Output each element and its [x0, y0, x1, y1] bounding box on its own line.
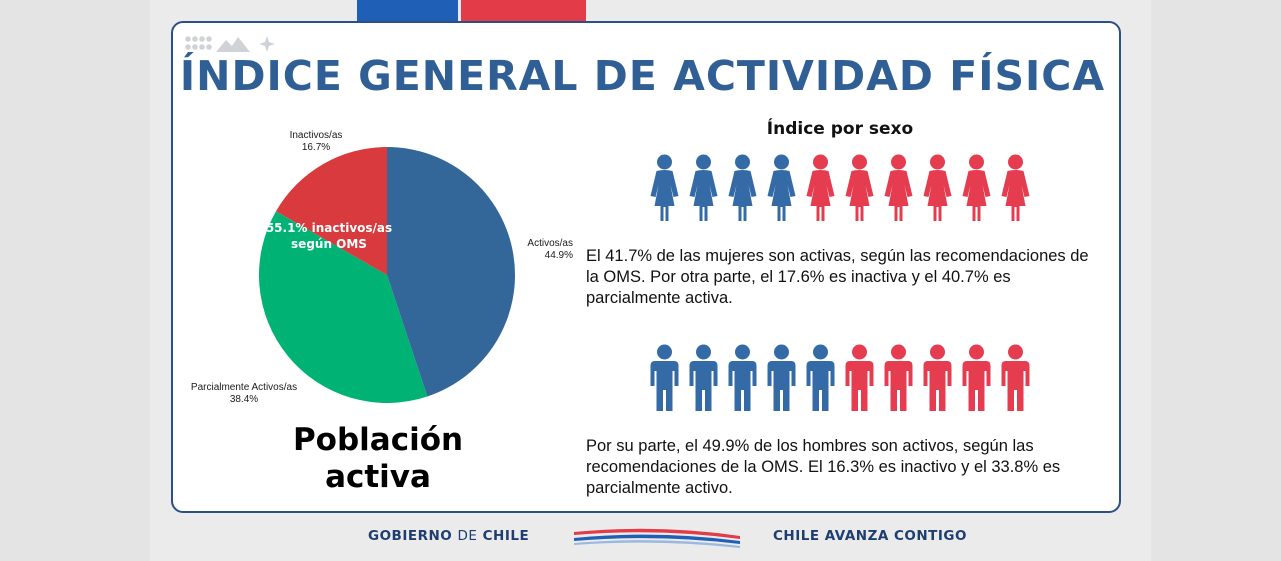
pie-slice-parciales [259, 211, 428, 403]
woman-icon [650, 154, 679, 221]
slice-name-parciales: Parcialmente Activos/as [190, 382, 298, 393]
man-icon [767, 344, 796, 411]
men-text: Por su parte, el 49.9% de los hombres so… [586, 437, 1061, 497]
slogan: CHILE AVANZA CONTIGO [773, 528, 967, 544]
poblacion-line1: Población [292, 422, 464, 458]
man-icon [845, 344, 874, 411]
page-title: ÍNDICE GENERAL DE ACTIVIDAD FÍSICA [179, 52, 1106, 100]
slice-value-parciales: 38.4% [229, 394, 259, 405]
women-icon-row [645, 154, 1035, 222]
pie-chart [259, 147, 515, 403]
chile-swoosh-icon [574, 528, 740, 548]
flag-stripe-blue [357, 0, 458, 22]
pie-slice-activos [387, 147, 515, 397]
man-icon [806, 344, 835, 411]
slice-label-inactivos: Inactivos/as 16.7% [278, 130, 354, 154]
chile-word: CHILE [482, 528, 530, 544]
gobierno-word: GOBIERNO [368, 528, 453, 544]
background-left-panel [0, 0, 150, 561]
background-right-panel [1151, 0, 1281, 561]
slice-label-activos: Activos/as 44.9% [517, 238, 573, 262]
woman-icon [689, 154, 718, 221]
woman-icon [728, 154, 757, 221]
slice-name-inactivos: Inactivos/as [289, 130, 343, 141]
man-icon [962, 344, 991, 411]
sexo-heading: Índice por sexo [766, 119, 914, 139]
man-icon [884, 344, 913, 411]
flag-stripe-red [461, 0, 586, 22]
man-icon [1001, 344, 1030, 411]
oms-annotation: 55.1% inactivos/as según OMS [256, 220, 402, 252]
man-icon [728, 344, 757, 411]
oms-annotation-line1: 55.1% inactivos/as [265, 221, 393, 235]
gobierno-de-chile-logo: GOBIERNO DE CHILE [368, 528, 529, 544]
slice-label-parciales: Parcialmente Activos/as 38.4% [178, 382, 310, 406]
woman-icon [884, 154, 913, 221]
woman-icon [923, 154, 952, 221]
poblacion-line2: activa [325, 459, 431, 495]
slice-value-activos: 44.9% [544, 250, 573, 261]
pie-slice-inactivos [276, 147, 387, 275]
poblacion-activa-heading: Población activa [262, 422, 494, 496]
oms-annotation-line2: según OMS [291, 237, 367, 251]
men-icon-row [645, 344, 1035, 412]
man-icon [923, 344, 952, 411]
women-text: El 41.7% de las mujeres son activas, seg… [586, 247, 1089, 307]
woman-icon [806, 154, 835, 221]
woman-icon [962, 154, 991, 221]
man-icon [650, 344, 679, 411]
slice-value-inactivos: 16.7% [301, 142, 331, 153]
woman-icon [767, 154, 796, 221]
man-icon [689, 344, 718, 411]
slice-name-activos: Activos/as [527, 238, 573, 249]
woman-icon [845, 154, 874, 221]
decoration-icon [185, 36, 275, 52]
de-word: DE [457, 528, 478, 544]
woman-icon [1001, 154, 1030, 221]
